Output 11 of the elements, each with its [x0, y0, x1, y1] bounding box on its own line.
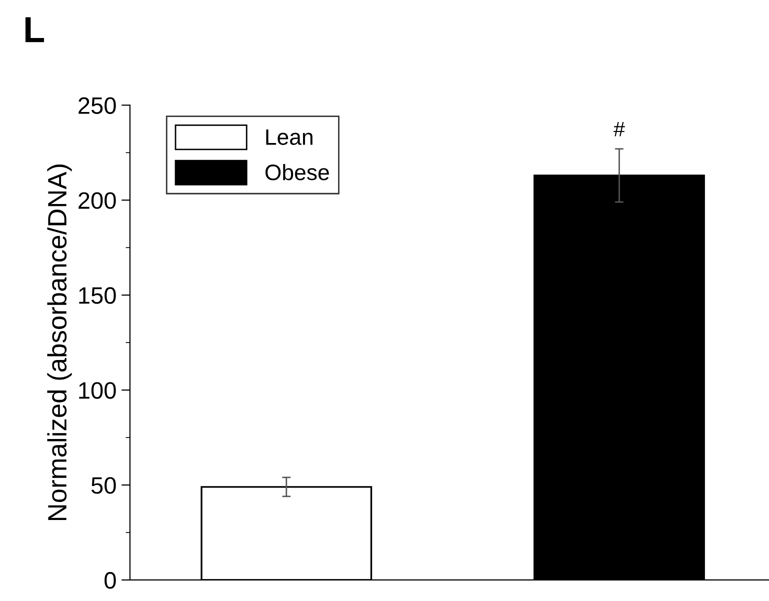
- legend-label: Lean: [266, 129, 312, 145]
- y-tick-label: 150: [79, 287, 116, 304]
- legend-label: Obese: [265, 164, 329, 180]
- y-tick-label: 200: [78, 192, 116, 209]
- y-tick-label: 0: [104, 572, 116, 589]
- y-tick-label: 50: [91, 477, 116, 494]
- y-axis-title: Normalized (absorbance/DNA): [47, 164, 72, 520]
- chart-title: L: [25, 17, 44, 42]
- y-tick-label: 100: [79, 382, 116, 399]
- annotation: #: [614, 122, 625, 136]
- y-tick-label: 250: [78, 97, 116, 114]
